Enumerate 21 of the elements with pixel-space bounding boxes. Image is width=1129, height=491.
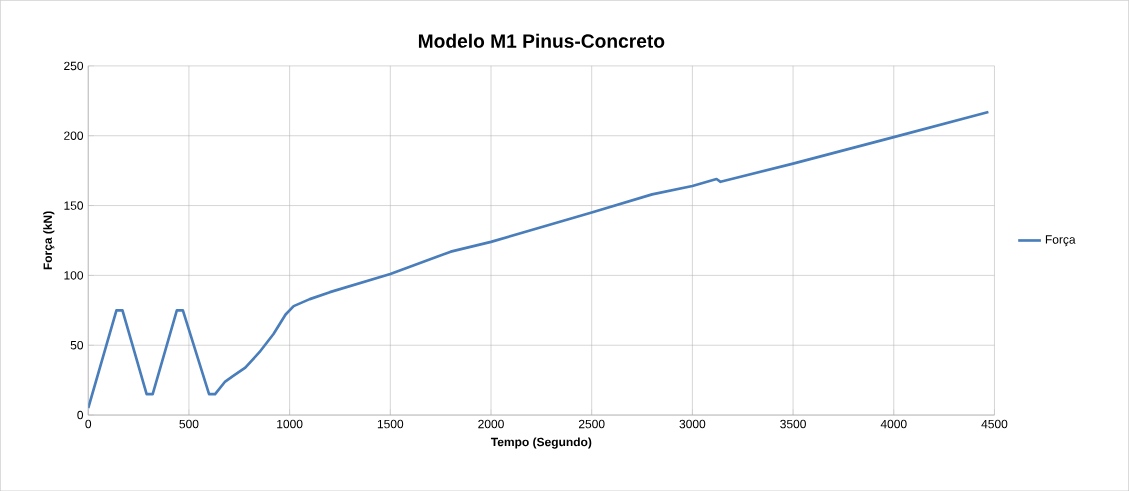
- legend-label: Força: [1045, 235, 1076, 247]
- line-series: [88, 110, 990, 410]
- y-tick-label: 100: [64, 271, 84, 280]
- y-tick-label: 150: [64, 201, 84, 210]
- y-tick-label: 200: [64, 131, 84, 140]
- x-tick-label: 1500: [377, 419, 404, 429]
- x-tick-label: 3000: [679, 419, 706, 429]
- x-tick-label: 2500: [578, 419, 605, 429]
- chart-title: Modelo M1 Pinus-Concreto: [418, 33, 665, 48]
- y-tick-label: 50: [70, 340, 84, 350]
- y-axis-title: Força (kN): [43, 211, 55, 270]
- y-tick-label: 0: [77, 410, 84, 420]
- x-tick-label: 0: [85, 419, 92, 429]
- y-tick-label: 250: [64, 61, 84, 71]
- x-tick-label: 500: [179, 419, 199, 429]
- x-tick-label: 4500: [981, 419, 1008, 429]
- x-tick-label: 1000: [277, 419, 303, 429]
- x-tick-label: 3500: [780, 419, 806, 429]
- x-axis-title: Tempo (Segundo): [490, 437, 592, 449]
- x-tick-label: 4000: [880, 419, 907, 429]
- x-tick-label: 2000: [478, 419, 504, 429]
